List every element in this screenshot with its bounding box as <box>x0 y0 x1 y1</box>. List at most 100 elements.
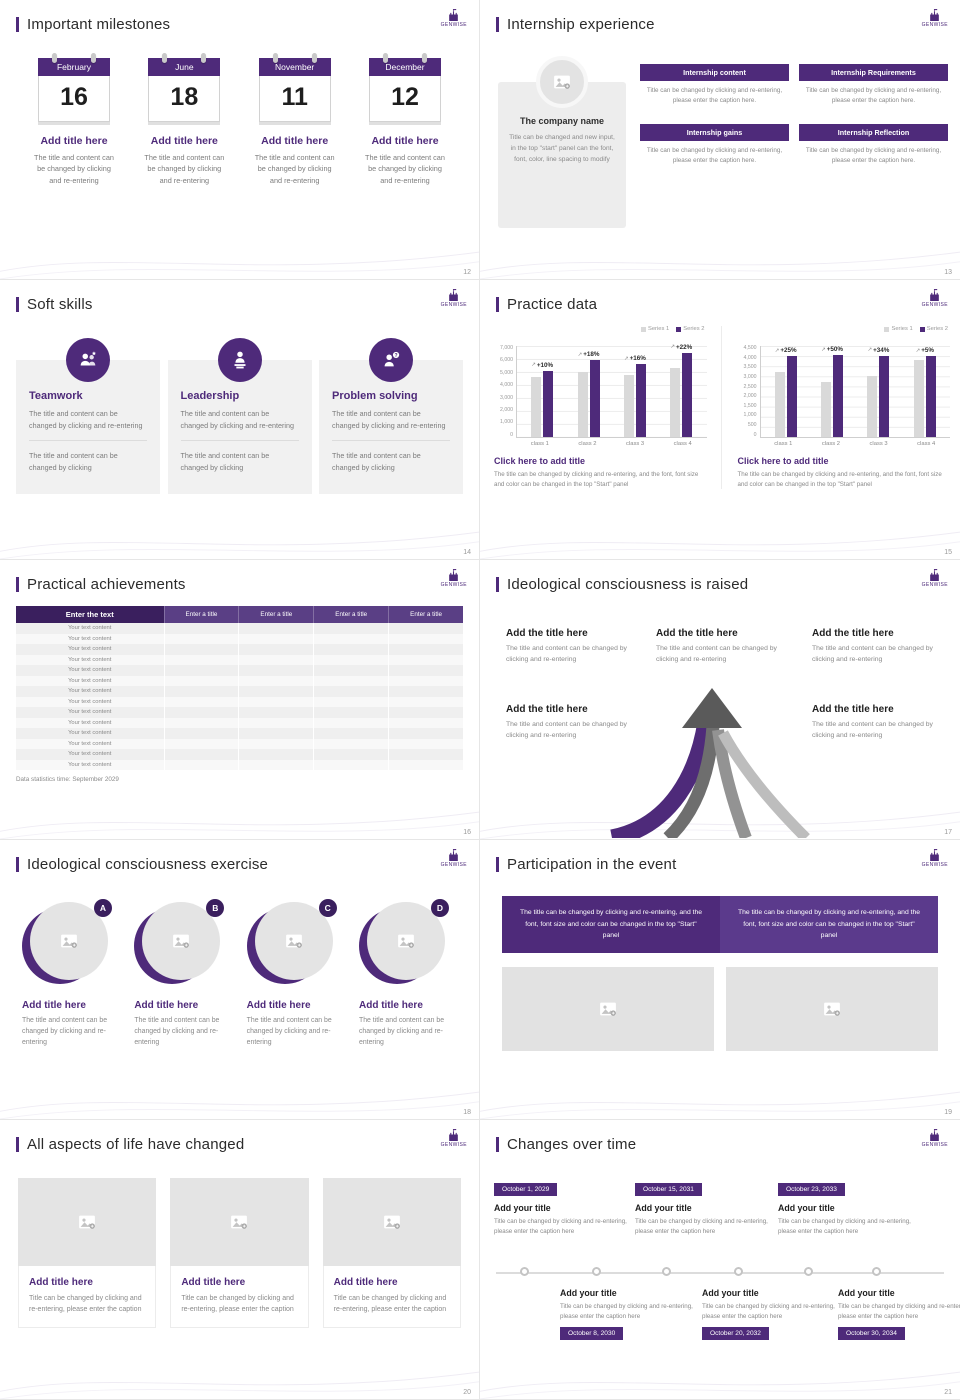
slide-participation-event[interactable]: Participation in the event GENWISE The t… <box>480 840 960 1120</box>
table-cell-empty <box>163 686 239 697</box>
purple-banner: The title can be changed by clicking and… <box>502 896 938 953</box>
skill-caption: The title and content can be changed by … <box>332 409 446 430</box>
table-cell-text: Your text content <box>68 677 112 684</box>
bar-series1 <box>867 376 878 437</box>
castle-icon <box>447 289 460 301</box>
slide-title: Internship experience <box>507 16 655 33</box>
table-row: Your text content <box>16 686 463 697</box>
table-cell-text: Your text content <box>68 688 112 695</box>
block-caption: Title can be changed by clicking and re-… <box>646 87 783 105</box>
x-tick: class 4 <box>917 441 936 447</box>
table-cell-empty <box>238 665 313 676</box>
item-caption: Title can be changed by clicking and re-… <box>560 1303 693 1320</box>
page-number: 14 <box>463 549 471 556</box>
table-header: Enter a title <box>313 606 389 623</box>
calendar-ring <box>91 53 96 63</box>
table-cell-empty <box>238 738 313 749</box>
table-row: Your text content <box>16 675 463 686</box>
table-cell-empty <box>238 623 313 634</box>
calendar-day: 16 <box>38 76 110 122</box>
slide-internship-experience[interactable]: Internship experience GENWISE The compan… <box>480 0 960 280</box>
table-cell-empty <box>163 749 239 760</box>
exercise-item-a: A Add title here The title and content c… <box>22 899 120 1048</box>
page-number: 20 <box>463 1389 471 1396</box>
table-cell-empty <box>238 696 313 707</box>
brand-logo-text: GENWISE <box>440 1142 467 1148</box>
x-tick: class 1 <box>774 441 793 447</box>
timeline-node <box>734 1267 743 1276</box>
item-caption: Title can be changed by clicking and re-… <box>29 1295 142 1314</box>
table-row: Your text content <box>16 728 463 739</box>
calendar-month: November <box>258 58 331 76</box>
x-tick: class 2 <box>578 441 597 447</box>
skill-caption: The title and content can be changed by … <box>29 451 118 472</box>
item-title: Add your title <box>635 1203 692 1213</box>
slide-changes-over-time[interactable]: Changes over time GENWISE October 1, 202… <box>480 1120 960 1400</box>
leadership-icon-circle <box>217 338 262 382</box>
image-icon <box>823 1000 841 1018</box>
table-cell-empty <box>313 738 388 749</box>
company-name: The company name <box>519 116 605 126</box>
item-caption: Title can be changed by clicking and re-… <box>635 1218 768 1235</box>
image-icon <box>599 1000 617 1018</box>
up-arrow-icon: ↗ <box>577 351 583 358</box>
caption-card: Add title here Title can be changed by c… <box>322 1266 461 1329</box>
block-title: Internship Requirements <box>799 64 948 81</box>
skill-name: Problem solving <box>332 390 418 402</box>
add-title-link[interactable]: Click here to add title <box>737 456 829 466</box>
bar-label-text: +10% <box>536 361 554 369</box>
table-cell-empty <box>238 759 313 770</box>
slide-ideological-raised[interactable]: Ideological consciousness is raised GENW… <box>480 560 960 840</box>
item-title: Add your title <box>560 1288 617 1298</box>
castle-icon <box>928 9 941 21</box>
caption-card: Add title here Title can be changed by c… <box>18 1266 157 1329</box>
calendar-widget: December 12 <box>368 53 441 122</box>
up-arrow-icon: ↗ <box>867 347 873 354</box>
date-badge: October 23, 2033 <box>778 1183 845 1196</box>
x-tick: class 3 <box>869 441 888 447</box>
timeline-item: Add your title Title can be changed by c… <box>838 1288 960 1341</box>
skill-card-leadership: Leadership The title and content can be … <box>167 338 312 494</box>
slide-practice-data[interactable]: Practice data GENWISE Series 1 Series 2 … <box>480 280 960 560</box>
timeline-node <box>872 1267 881 1276</box>
table-row: Your text content <box>16 654 463 665</box>
table-cell-empty <box>238 644 313 655</box>
timeline-node <box>662 1267 671 1276</box>
image-icon <box>230 1213 248 1231</box>
brand-logo-text: GENWISE <box>440 302 467 308</box>
slide-practical-achievements[interactable]: Practical achievements GENWISE Enter the… <box>0 560 480 840</box>
skill-card-body: Teamwork The title and content can be ch… <box>16 360 160 494</box>
slide-ideological-exercise[interactable]: Ideological consciousness exercise GENWI… <box>0 840 480 1120</box>
slide-important-milestones[interactable]: Important milestones GENWISE February 16… <box>0 0 480 280</box>
item-title: Add your title <box>702 1288 759 1298</box>
table-cell-empty <box>388 696 463 707</box>
brand-logo: GENWISE <box>441 1129 467 1148</box>
date-badge: October 1, 2029 <box>494 1183 558 1196</box>
calendar-day: 18 <box>148 76 221 122</box>
timeline-node <box>804 1267 813 1276</box>
slide-title: Ideological consciousness exercise <box>27 856 269 873</box>
bar-series1 <box>821 382 832 437</box>
item-title: Add the title here <box>812 704 894 715</box>
add-title-link[interactable]: Click here to add title <box>494 456 586 466</box>
brand-logo: GENWISE <box>922 849 948 868</box>
slide-title: Practical achievements <box>27 576 186 593</box>
slide-life-changed[interactable]: All aspects of life have changed GENWISE… <box>0 1120 480 1400</box>
calendar-ring <box>421 53 427 63</box>
skill-caption: The title and content can be changed by … <box>29 409 143 430</box>
castle-icon <box>447 1129 460 1141</box>
castle-icon <box>447 569 460 581</box>
brand-logo: GENWISE <box>441 569 467 588</box>
bar-group: ↗ +5% <box>908 346 942 437</box>
letter-badge: A <box>94 899 112 917</box>
table-cell-empty <box>163 696 239 707</box>
circle-image-placeholder: C <box>246 899 337 988</box>
table-cell-empty <box>163 728 239 739</box>
item-caption: The title and content can be changed by … <box>254 153 335 185</box>
slide-soft-skills[interactable]: Soft skills GENWISE Teamwork The title a… <box>0 280 480 560</box>
table-header: Enter a title <box>238 606 314 623</box>
participation-layout: The title can be changed by clicking and… <box>502 896 938 1051</box>
table-cell-empty <box>388 717 463 728</box>
letter-badge: B <box>206 899 225 917</box>
skill-caption: The title and content can be changed by … <box>180 451 270 472</box>
